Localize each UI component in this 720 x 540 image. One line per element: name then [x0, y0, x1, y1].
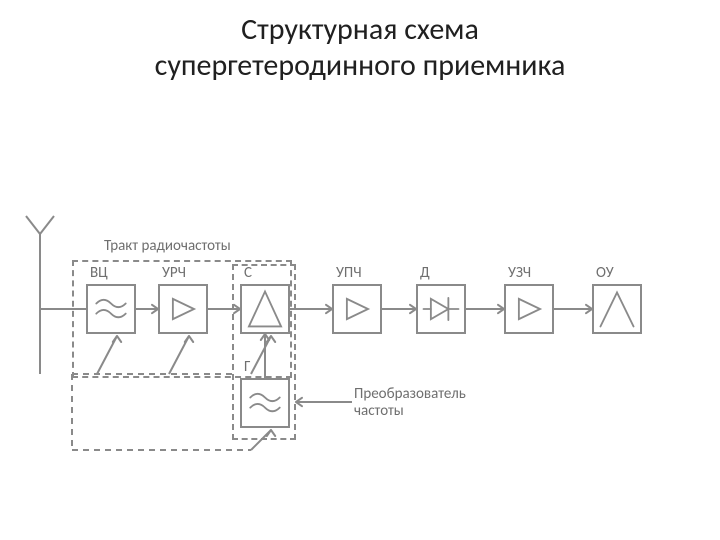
annotation-rf-path: Тракт радиочастоты: [104, 238, 231, 255]
title-line1: Структурная схема: [241, 11, 479, 48]
title-line2: супергетеродинного приемника: [155, 47, 566, 84]
block-vc: [86, 284, 136, 334]
label-upch: УПЧ: [336, 264, 362, 282]
label-uzch: УЗЧ: [508, 264, 531, 282]
label-g: Г: [244, 358, 250, 376]
block-g: [240, 378, 290, 428]
block-uzch: [504, 284, 554, 334]
diagram-canvas: ВЦ УРЧ С УПЧ Д УЗЧ ОУ Г Тракт радиочастоты Преобр…: [0, 84, 720, 524]
label-d: Д: [420, 264, 430, 282]
block-urch: [158, 284, 208, 334]
label-c: С: [244, 264, 252, 282]
label-urch: УРЧ: [162, 264, 186, 282]
block-upch: [332, 284, 382, 334]
label-vc: ВЦ: [90, 264, 108, 282]
block-c: [240, 284, 290, 334]
block-ou: [592, 284, 642, 334]
label-ou: ОУ: [596, 264, 614, 282]
annotation-converter: Преобразовательчастоты: [354, 386, 466, 419]
block-d: [416, 284, 466, 334]
